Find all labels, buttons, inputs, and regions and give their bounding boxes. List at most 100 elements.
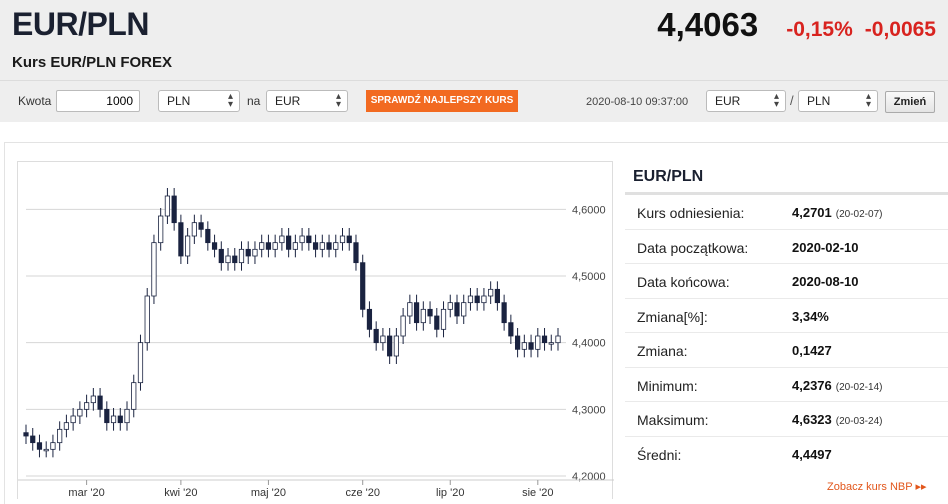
chart-container: 4,2000 4,3000 4,4000 4,5000 4,6000 mar '20 kwi… — [17, 161, 614, 500]
quote-currency-select[interactable]: PLN ▴ ▾ — [798, 90, 878, 112]
x-tick-label: kwi '20 — [164, 487, 197, 499]
stats-row: Średni: 4,4497 — [625, 437, 948, 472]
select-arrows-icon: ▴ ▾ — [227, 91, 233, 110]
candle-body — [218, 248, 224, 264]
stats-value: 0,1427 — [792, 343, 832, 358]
stats-row: Minimum: 4,2376 (20-02-14) — [625, 368, 948, 402]
candle-body — [548, 342, 554, 345]
price-chart[interactable]: 4,2000 4,3000 4,4000 4,5000 4,6000 mar '20 kwi… — [18, 162, 614, 500]
candle-body — [77, 408, 83, 417]
candle-body — [50, 442, 56, 450]
stats-value: 2020-02-10 — [792, 239, 859, 255]
candle-body — [541, 335, 548, 344]
stats-label: Zmiana[%]: — [637, 308, 708, 325]
candle-body — [494, 288, 500, 304]
change-percent: -0,15% — [786, 18, 853, 41]
amount-input[interactable] — [56, 90, 140, 112]
candle-body — [427, 308, 433, 317]
candle-body — [521, 342, 527, 350]
stats-value: 4,2701 (20-02-07) — [792, 205, 883, 220]
candle-body — [30, 435, 36, 444]
candle-body — [420, 308, 426, 324]
candle-body — [286, 235, 292, 250]
candle-body — [131, 382, 137, 410]
pair-separator: / — [790, 93, 794, 108]
stats-label: Data początkowa: — [637, 239, 749, 256]
to-currency-value: EUR — [275, 94, 301, 108]
stats-row: Maksimum: 4,6323 (20-03-24) — [625, 402, 948, 437]
quote-timestamp: 2020-08-10 09:37:00 — [586, 96, 689, 108]
candle-body — [440, 308, 447, 330]
candle-body — [447, 302, 453, 310]
candle-body — [407, 302, 413, 317]
nbp-rate-link[interactable]: Zobacz kurs NBP ▸▸ — [827, 481, 927, 493]
candle-body — [535, 335, 541, 350]
candle-body — [380, 335, 386, 344]
candle-body — [137, 342, 144, 384]
select-arrows-icon: ▴ ▾ — [773, 91, 779, 110]
candle-body — [326, 242, 332, 250]
candle-body — [23, 432, 29, 437]
candle-body — [265, 242, 272, 250]
stats-row: Zmiana[%]: 3,34% — [625, 299, 948, 333]
to-currency-select[interactable]: EUR ▴ ▾ — [266, 90, 348, 112]
candle-body — [117, 415, 123, 424]
candle-body — [57, 428, 63, 444]
candle-body — [171, 195, 177, 224]
candle-body — [528, 342, 534, 350]
y-tick-label: 4,5000 — [572, 271, 606, 283]
candle-body — [238, 248, 245, 264]
candle-body — [366, 308, 373, 330]
stats-row: Zmiana: 0,1427 — [625, 333, 948, 368]
candle-body — [434, 315, 440, 330]
x-tick-label: sie '20 — [522, 487, 553, 499]
candle-body — [319, 242, 325, 250]
candle-body — [211, 242, 218, 250]
candle-body — [272, 242, 278, 250]
candle-body — [353, 242, 359, 264]
candle-body — [346, 235, 352, 244]
change-absolute: -0,0065 — [864, 18, 936, 41]
stats-date: (20-02-07) — [835, 209, 883, 220]
from-currency-select[interactable]: PLN ▴ ▾ — [158, 90, 240, 112]
stats-value: 4,4497 — [792, 446, 832, 462]
candle-body — [124, 408, 130, 424]
candle-body — [481, 295, 487, 304]
candle-body — [144, 295, 150, 344]
stats-label: Kurs odniesienia: — [637, 205, 745, 221]
candle-body — [164, 195, 171, 217]
candle-body — [191, 222, 197, 237]
stats-row: Kurs odniesienia: 4,2701 (20-02-07) — [625, 195, 948, 230]
y-tick-label: 4,2000 — [572, 471, 606, 483]
amount-label: Kwota — [18, 94, 52, 108]
stats-value: 4,6323 (20-03-24) — [792, 412, 883, 427]
x-tick-label: maj '20 — [251, 487, 286, 499]
candle-body — [306, 235, 312, 244]
stats-label: Minimum: — [637, 377, 698, 394]
stats-row: Data początkowa: 2020-02-10 — [625, 230, 948, 264]
best-rate-button[interactable]: SPRAWDŹ NAJLEPSZY KURS — [366, 90, 518, 112]
candle-body — [299, 235, 305, 244]
candle-body — [252, 248, 258, 257]
candle-body — [84, 402, 90, 410]
candle-body — [508, 322, 514, 337]
candle-body — [104, 408, 110, 424]
candle-body — [90, 395, 96, 404]
stats-title: EUR/PLN — [625, 161, 948, 195]
candle-body — [43, 448, 49, 452]
y-tick-label: 4,3000 — [572, 404, 606, 416]
candle-body — [333, 242, 339, 250]
candle-body — [501, 302, 507, 324]
candle-body — [158, 215, 164, 244]
candle-body — [110, 415, 117, 424]
candle-body — [400, 315, 406, 337]
stats-label: Średni: — [637, 446, 682, 463]
candle-body — [232, 255, 238, 264]
candle-body — [312, 242, 319, 250]
candle-body — [488, 288, 494, 297]
base-currency-select[interactable]: EUR ▴ ▾ — [706, 90, 786, 112]
change-pair-button[interactable]: Zmień — [885, 91, 935, 113]
candle-body — [225, 255, 231, 264]
candle-body — [474, 295, 480, 304]
candle-body — [151, 242, 157, 297]
